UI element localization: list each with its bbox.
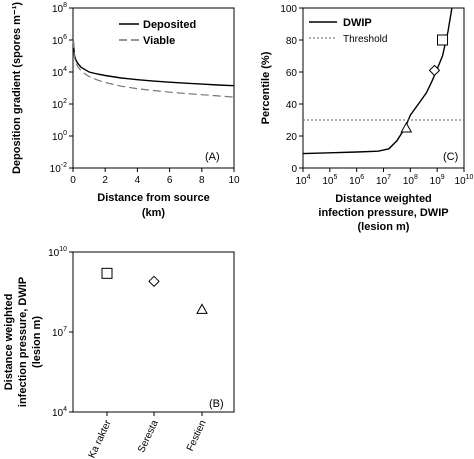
panel-a-series-viable <box>72 39 235 98</box>
panel-a-x-tick-label: 10 <box>228 175 240 186</box>
panel-c-legend-label: Threshold <box>343 34 387 45</box>
panel-a-x-tick-label: 2 <box>102 175 108 186</box>
panel-a-x-axis-label: (km) <box>142 207 166 219</box>
panel-c-y-tick-label: 100 <box>280 4 297 15</box>
panel-c-marker-diamond <box>428 64 441 77</box>
panel-a-x-tick-label: 0 <box>70 175 76 186</box>
panel-a-label: (A) <box>205 151 220 163</box>
panel-b-y-tick-label: 1010 <box>48 246 67 259</box>
panel-b-x-tick-label: Seresta <box>136 418 161 454</box>
panel-a-x-axis-label: Distance from source <box>97 192 209 204</box>
panel-c-marker-square <box>437 34 449 46</box>
panel-b-marker-square <box>101 267 113 279</box>
panel-a-frame <box>72 7 235 169</box>
panel-c-x-axis-label: infection pressure, DWIP <box>318 207 448 219</box>
panel-a-y-tick-label: 10-2 <box>50 162 67 175</box>
panel-c-y-tick-label: 80 <box>286 36 298 47</box>
panel-c-x-tick-label: 104 <box>295 174 310 187</box>
panel-a-x-tick-label: 4 <box>135 175 141 186</box>
panel-b-y-axis-label: Distance weighted <box>3 294 15 391</box>
panel-a-series-deposited <box>72 39 235 87</box>
panel-c-y-tick-label: 60 <box>286 68 298 79</box>
panel-a-y-tick-label: 108 <box>52 2 67 15</box>
panel-a-x-tick-label: 8 <box>199 175 205 186</box>
panel-c-y-tick-label: 40 <box>286 100 298 111</box>
panel-b-label: (B) <box>209 398 224 410</box>
panel-c-marker-triangle <box>400 121 413 133</box>
panel-c-x-axis-label: Distance weighted <box>335 193 432 205</box>
panel-b-y-axis-label: (lesion m) <box>31 316 43 368</box>
panel-a-x-tick-label: 6 <box>167 175 173 186</box>
panel-b-chart: (B) 1010 107 104 Ka rakter Seresta Festien Dis… <box>3 246 235 459</box>
panel-a-chart: (A) 0 2 4 6 8 10 108 106 104 102 100 10-2 Distance f… <box>11 2 240 219</box>
panel-a-y-tick-label: 102 <box>52 98 67 111</box>
panel-c-label: (C) <box>443 151 458 163</box>
panel-b-x-tick-label: Ka rakter <box>87 418 114 459</box>
panel-c-x-tick-label: 107 <box>376 174 391 187</box>
panel-c-series-dwip <box>302 7 453 155</box>
panel-c-x-tick-label: 1010 <box>455 174 474 187</box>
panel-a-y-tick-label: 104 <box>52 66 67 79</box>
panel-c-x-tick-label: 105 <box>322 174 337 187</box>
panel-a-y-axis-label: Deposition gradient (spores m⁻¹) <box>11 2 23 174</box>
panel-c-x-tick-label: 109 <box>430 174 445 187</box>
panel-b-x-tick-label: Festien <box>185 419 209 453</box>
panel-c-x-tick-label: 108 <box>403 174 418 187</box>
panel-b-marker-diamond <box>148 275 160 288</box>
panel-c-y-tick-label: 20 <box>286 132 298 143</box>
panel-a-legend-label: Deposited <box>143 19 196 31</box>
panel-c-frame <box>302 7 465 169</box>
panel-c-x-axis-label: (lesion m) <box>358 221 410 233</box>
panel-b-y-axis-label: infection pressure, DWIP <box>17 277 29 407</box>
panel-c-y-axis-label: Percentile (%) <box>260 51 272 124</box>
panel-c-legend-label: DWIP <box>343 17 372 29</box>
panel-c-x-tick-label: 106 <box>349 174 364 187</box>
panel-b-frame <box>72 251 235 413</box>
panel-b-marker-triangle <box>196 303 208 314</box>
panel-b-y-tick-label: 104 <box>52 406 67 419</box>
panel-a-legend-label: Viable <box>143 35 175 47</box>
panel-a-y-tick-label: 100 <box>52 130 67 143</box>
panel-c-y-tick-label: 0 <box>291 164 297 175</box>
panel-a-y-tick-label: 106 <box>52 34 67 47</box>
panel-b-y-tick-label: 107 <box>52 326 67 339</box>
panel-c-chart: (C) 104 105 106 107 108 109 1010 0 20 40 60 80 100 Di… <box>260 4 474 233</box>
